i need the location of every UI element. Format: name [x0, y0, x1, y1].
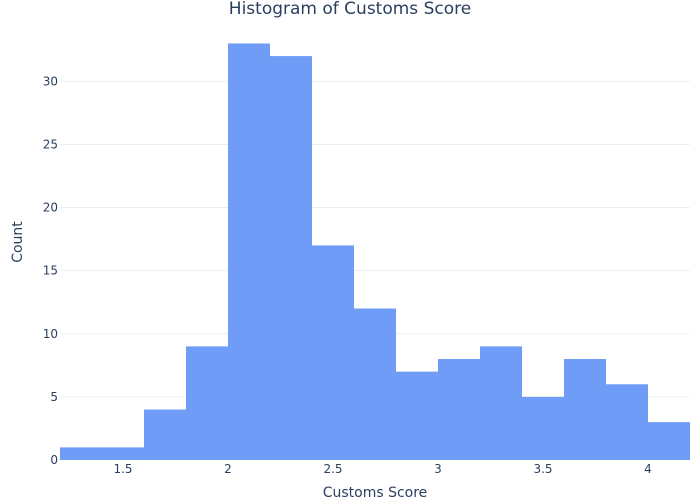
histogram-bar [396, 371, 438, 460]
histogram-bar [228, 43, 270, 460]
y-tick-label: 20 [43, 201, 58, 215]
y-tick-labels: 0 5 10 15 20 25 30 [43, 74, 58, 467]
histogram-bar [144, 409, 186, 460]
y-tick-label: 0 [50, 453, 58, 467]
y-tick-label: 10 [43, 327, 58, 341]
x-axis-label: Customs Score [323, 485, 428, 500]
histogram-bar [102, 447, 144, 460]
histogram-bar [564, 359, 606, 460]
y-tick-label: 30 [43, 74, 58, 88]
histogram-bar [60, 447, 102, 460]
x-tick-label: 4 [644, 462, 652, 476]
chart-title: Histogram of Customs Score [229, 0, 471, 19]
y-axis-label: Count [10, 221, 26, 263]
histogram-bar [312, 245, 354, 460]
y-tick-label: 25 [43, 137, 58, 151]
x-tick-labels: 1.5 2 2.5 3 3.5 4 [113, 462, 651, 476]
histogram-bar [648, 422, 690, 460]
x-tick-label: 2.5 [323, 462, 342, 476]
histogram-bar [606, 384, 648, 460]
x-tick-label: 2 [224, 462, 232, 476]
histogram-bar [522, 396, 564, 460]
histogram-bar [438, 359, 480, 460]
x-tick-label: 1.5 [113, 462, 132, 476]
histogram-bar [186, 346, 228, 460]
y-tick-label: 15 [43, 264, 58, 278]
x-tick-label: 3.5 [533, 462, 552, 476]
y-tick-label: 5 [50, 390, 58, 404]
x-tick-label: 3 [434, 462, 442, 476]
histogram-bar [354, 308, 396, 460]
histogram-bar [480, 346, 522, 460]
bars [60, 43, 690, 461]
histogram-bar [270, 56, 312, 461]
